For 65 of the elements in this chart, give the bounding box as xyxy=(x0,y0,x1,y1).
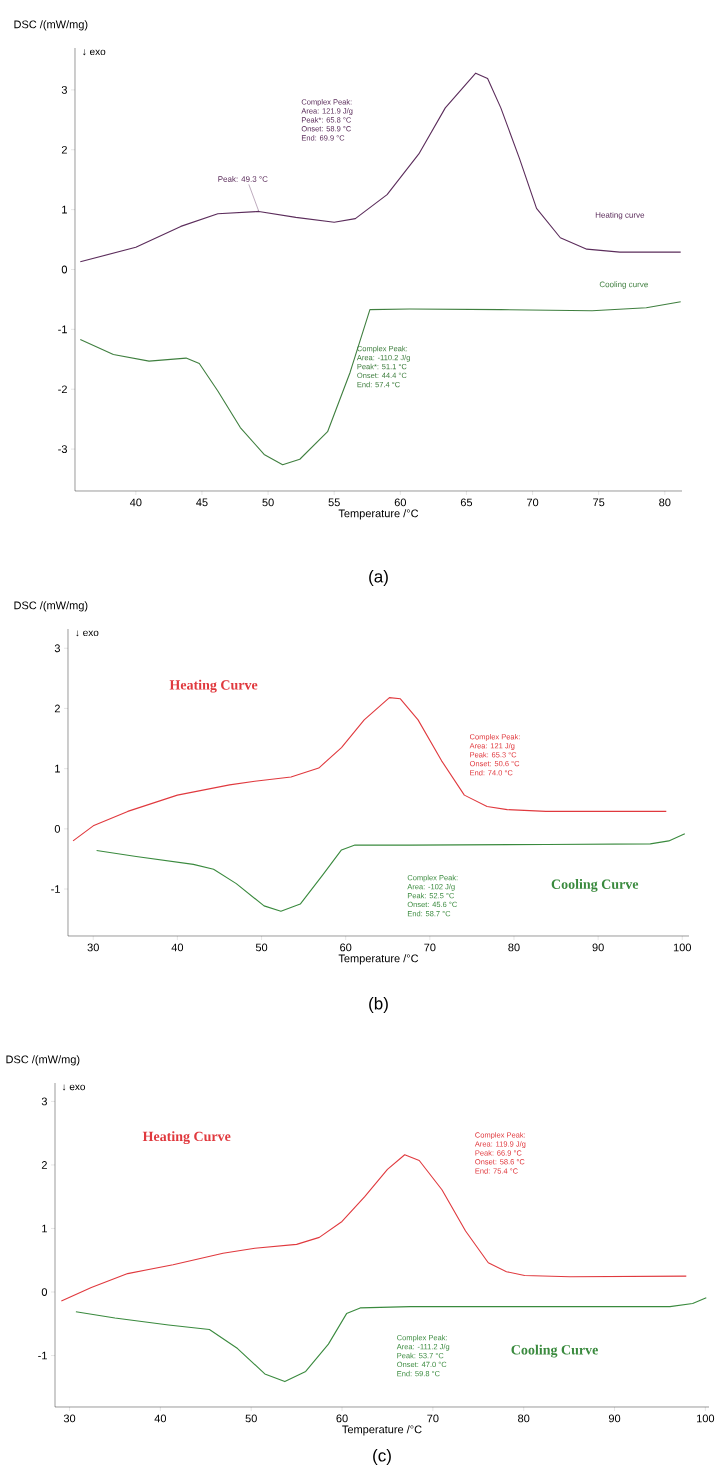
x-tick-label: 80 xyxy=(508,943,520,952)
y-tick-label: -1 xyxy=(51,885,60,893)
y-axis-title: DSC /(mW/mg) xyxy=(14,20,88,31)
y-tick-label: 0 xyxy=(41,1288,48,1296)
x-axis-title: Temperature /°C xyxy=(338,509,419,520)
x-tick-label: 80 xyxy=(659,498,671,507)
line-series xyxy=(79,72,682,263)
text: Cooling curve xyxy=(599,281,648,289)
y-tick-label: -1 xyxy=(38,1351,47,1360)
y-tick-label: -1 xyxy=(58,325,67,334)
x-tick-label: 100 xyxy=(697,1414,715,1423)
x-tick-label: 40 xyxy=(154,1414,167,1423)
text: Cooling Curve xyxy=(551,879,639,892)
text: Cooling Curve xyxy=(511,1344,598,1358)
y-tick-label: -2 xyxy=(58,385,67,394)
annotation: ↓ exo xyxy=(76,630,99,637)
y-tick-label: 1 xyxy=(55,764,60,773)
x-tick-label: 50 xyxy=(255,943,268,952)
y-tick-label: 0 xyxy=(61,265,68,274)
y-tick-label: 0 xyxy=(54,824,61,833)
x-tick-label: 50 xyxy=(245,1414,257,1423)
x-tick-label: 90 xyxy=(592,943,604,952)
x-axis-title: Temperature /°C xyxy=(338,954,419,965)
x-tick-label: 90 xyxy=(608,1414,621,1423)
y-tick-label: 1 xyxy=(62,205,67,214)
x-tick-label: 65 xyxy=(460,498,473,507)
y-tick-label: 3 xyxy=(41,1097,47,1106)
x-tick-label: 40 xyxy=(171,943,184,952)
y-tick-label: 3 xyxy=(61,86,67,94)
line-series xyxy=(79,301,682,466)
line-series xyxy=(60,1154,687,1302)
annotation: ↓ exo xyxy=(62,1084,86,1091)
text: (b) xyxy=(369,997,388,1013)
y-tick-label: 2 xyxy=(61,145,67,154)
x-tick-label: 30 xyxy=(63,1414,76,1423)
x-tick-label: 30 xyxy=(87,943,99,952)
y-tick-label: 3 xyxy=(54,644,60,653)
y-tick-label: -3 xyxy=(58,445,67,453)
x-tick-label: 40 xyxy=(129,498,142,507)
text: (c) xyxy=(373,1449,391,1465)
y-tick-label: 2 xyxy=(41,1161,47,1169)
x-tick-label: 50 xyxy=(262,498,274,507)
y-axis-title: DSC /(mW/mg) xyxy=(6,1055,80,1066)
y-axis-title: DSC /(mW/mg) xyxy=(14,601,88,612)
x-tick-label: 70 xyxy=(527,498,539,507)
text: Heating Curve xyxy=(169,679,258,693)
x-tick-label: 55 xyxy=(328,498,340,507)
x-tick-label: 100 xyxy=(673,943,691,952)
annotation: ↓ exo xyxy=(83,49,106,56)
text: (a) xyxy=(369,570,388,586)
x-tick-label: 60 xyxy=(336,1414,348,1423)
y-tick-label: 2 xyxy=(54,704,60,713)
text: Heating curve xyxy=(595,211,645,220)
y-tick-label: 1 xyxy=(42,1224,47,1233)
x-axis-title: Temperature /°C xyxy=(342,1425,422,1436)
x-tick-label: 45 xyxy=(196,498,208,507)
x-tick-label: 80 xyxy=(518,1414,530,1423)
x-tick-label: 60 xyxy=(394,498,406,507)
text: Heating Curve xyxy=(142,1131,231,1145)
x-tick-label: 70 xyxy=(427,1414,439,1423)
x-tick-label: 75 xyxy=(593,498,605,507)
x-tick-label: 70 xyxy=(424,943,436,952)
annotation: Peak: 49.3 °C xyxy=(218,176,268,182)
line-series xyxy=(96,833,686,912)
x-tick-label: 60 xyxy=(340,943,352,952)
